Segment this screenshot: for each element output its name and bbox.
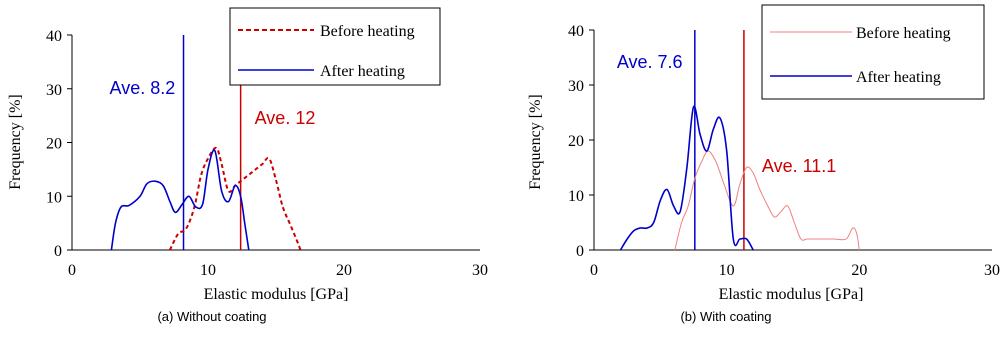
y-tick-label: 10 bbox=[568, 188, 584, 205]
legend-label-before: Before heating bbox=[320, 23, 415, 40]
average-label: Ave. 11.1 bbox=[762, 156, 836, 176]
y-tick-label: 0 bbox=[576, 243, 584, 260]
series-line bbox=[169, 146, 302, 251]
legend-box bbox=[229, 7, 441, 86]
series-line bbox=[619, 105, 754, 251]
y-tick-label: 40 bbox=[568, 23, 584, 40]
y-axis-label: Frequency [%] bbox=[7, 94, 24, 190]
x-tick-label: 30 bbox=[984, 262, 1000, 279]
x-axis-label: Elastic modulus [GPa] bbox=[719, 286, 864, 303]
legend-box bbox=[761, 4, 985, 100]
x-tick-label: 20 bbox=[336, 262, 352, 279]
chart-panel-a: 0 10 20 30 40 0 10 20 30 Ave. 8.2 Ave. 12 Freque… bbox=[7, 7, 488, 324]
x-tick-label: 0 bbox=[68, 262, 76, 279]
series-line bbox=[674, 150, 860, 251]
legend-label-after: After heating bbox=[320, 63, 405, 80]
y-tick-label: 30 bbox=[46, 82, 62, 99]
y-tick-label: 40 bbox=[46, 28, 62, 45]
y-tick-labels: 0 10 20 30 40 bbox=[46, 28, 72, 260]
x-axis-label: Elastic modulus [GPa] bbox=[204, 286, 349, 303]
x-tick-labels: 0 10 20 30 bbox=[68, 262, 488, 279]
y-tick-label: 30 bbox=[568, 78, 584, 95]
chart-panel-b: 0 10 20 30 40 0 10 20 30 Ave. 7.6 Ave. 11.1 Freq… bbox=[527, 4, 1000, 324]
legend: Before heating After heating bbox=[229, 7, 441, 86]
series-lines bbox=[619, 105, 860, 251]
caption: (b) With coating bbox=[680, 309, 771, 324]
legend-label-before: Before heating bbox=[856, 25, 951, 42]
x-tick-label: 0 bbox=[590, 262, 598, 279]
y-tick-label: 20 bbox=[46, 136, 62, 153]
y-tick-labels: 0 10 20 30 40 bbox=[568, 23, 594, 260]
average-label: Ave. 7.6 bbox=[617, 52, 683, 72]
caption: (a) Without coating bbox=[157, 309, 266, 324]
legend: Before heating After heating bbox=[761, 4, 985, 100]
y-tick-label: 0 bbox=[54, 243, 62, 260]
y-tick-label: 10 bbox=[46, 189, 62, 206]
y-tick-label: 20 bbox=[568, 133, 584, 150]
y-axis-label: Frequency [%] bbox=[527, 94, 544, 190]
x-tick-label: 30 bbox=[472, 262, 488, 279]
legend-label-after: After heating bbox=[856, 69, 941, 86]
average-lines: Ave. 7.6 Ave. 11.1 bbox=[617, 30, 836, 250]
series-lines bbox=[110, 146, 302, 251]
x-tick-label: 20 bbox=[851, 262, 867, 279]
series-line bbox=[110, 149, 250, 251]
x-tick-labels: 0 10 20 30 bbox=[590, 262, 1000, 279]
average-label: Ave. 12 bbox=[255, 108, 316, 128]
x-tick-label: 10 bbox=[200, 262, 216, 279]
x-tick-label: 10 bbox=[719, 262, 735, 279]
average-label: Ave. 8.2 bbox=[110, 78, 176, 98]
